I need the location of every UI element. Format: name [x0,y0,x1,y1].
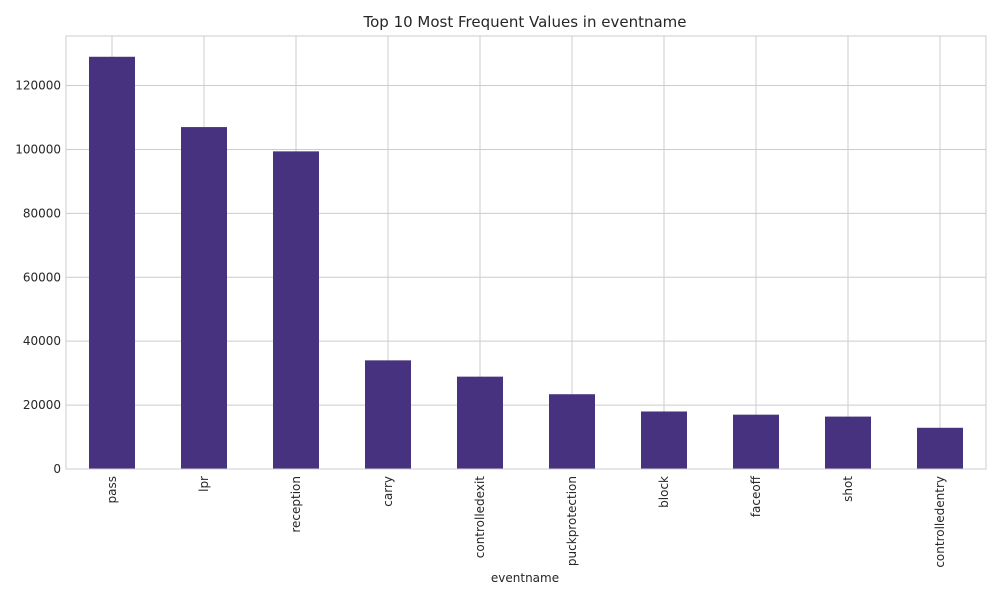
bar-controlledexit [457,376,503,469]
x-tick-label: reception [289,476,303,533]
x-tick-label: lpr [197,476,211,492]
y-tick-labels: 0 20000 40000 60000 80000 100000 120000 [15,79,61,476]
bar-pass [89,56,135,470]
y-tick-label: 80000 [23,206,61,220]
x-tick-label: controlledexit [473,476,487,559]
x-tick-label: shot [841,476,855,502]
bar-faceoff [733,414,779,469]
y-tick-label: 60000 [23,270,61,284]
x-axis-label: eventname [491,571,559,585]
y-tick-label: 20000 [23,398,61,412]
bar-shot [825,416,871,469]
chart-title: Top 10 Most Frequent Values in eventname [362,13,686,31]
x-tick-labels: pass lpr reception carry controlledexit puckp… [105,475,947,567]
x-tick-label: puckprotection [565,476,579,566]
y-tick-label: 120000 [15,79,61,93]
bar-lpr [181,127,227,470]
x-tick-label: controlledentry [933,476,947,568]
plot-frame [65,35,987,470]
bar-carry [365,360,411,469]
x-tick-label: pass [105,476,119,503]
bars [89,56,963,470]
x-tick-label: carry [381,476,395,507]
y-tick-label: 40000 [23,334,61,348]
bar-puckprotection [549,394,595,469]
x-tick-label: faceoff [749,475,763,517]
bar-reception [273,151,319,469]
y-tick-label: 100000 [15,142,61,156]
bar-controlledentry [917,427,963,469]
x-tick-label: block [657,476,671,508]
bar-block [641,411,687,469]
y-tick-label: 0 [53,462,61,476]
